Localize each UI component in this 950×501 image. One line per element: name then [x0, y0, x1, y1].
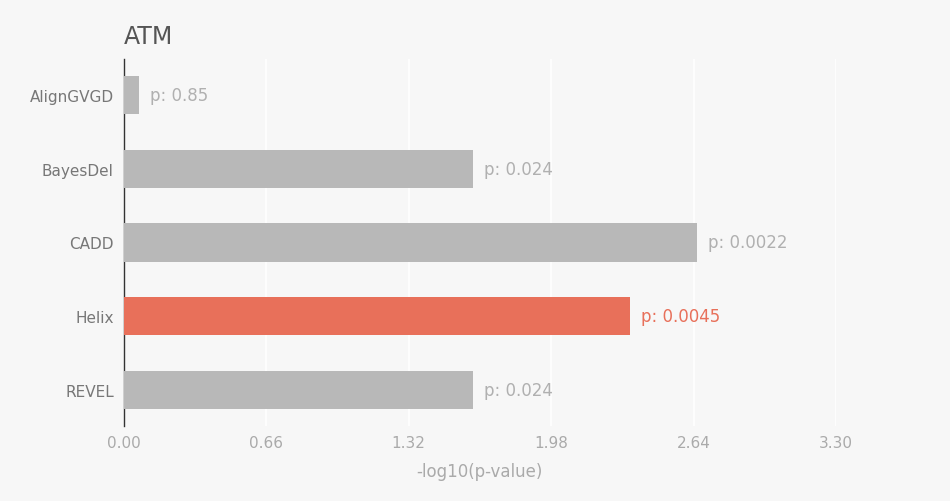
- Text: ATM: ATM: [124, 25, 173, 49]
- Text: p: 0.85: p: 0.85: [150, 87, 208, 105]
- Bar: [124, 77, 139, 115]
- Bar: [124, 371, 473, 409]
- Bar: [124, 298, 630, 336]
- Text: p: 0.0045: p: 0.0045: [641, 308, 720, 326]
- Bar: [124, 224, 697, 262]
- X-axis label: -log10(p-value): -log10(p-value): [416, 461, 543, 479]
- Text: p: 0.024: p: 0.024: [484, 160, 553, 178]
- Text: p: 0.024: p: 0.024: [484, 381, 553, 399]
- Text: p: 0.0022: p: 0.0022: [708, 234, 788, 252]
- Bar: [124, 150, 473, 188]
